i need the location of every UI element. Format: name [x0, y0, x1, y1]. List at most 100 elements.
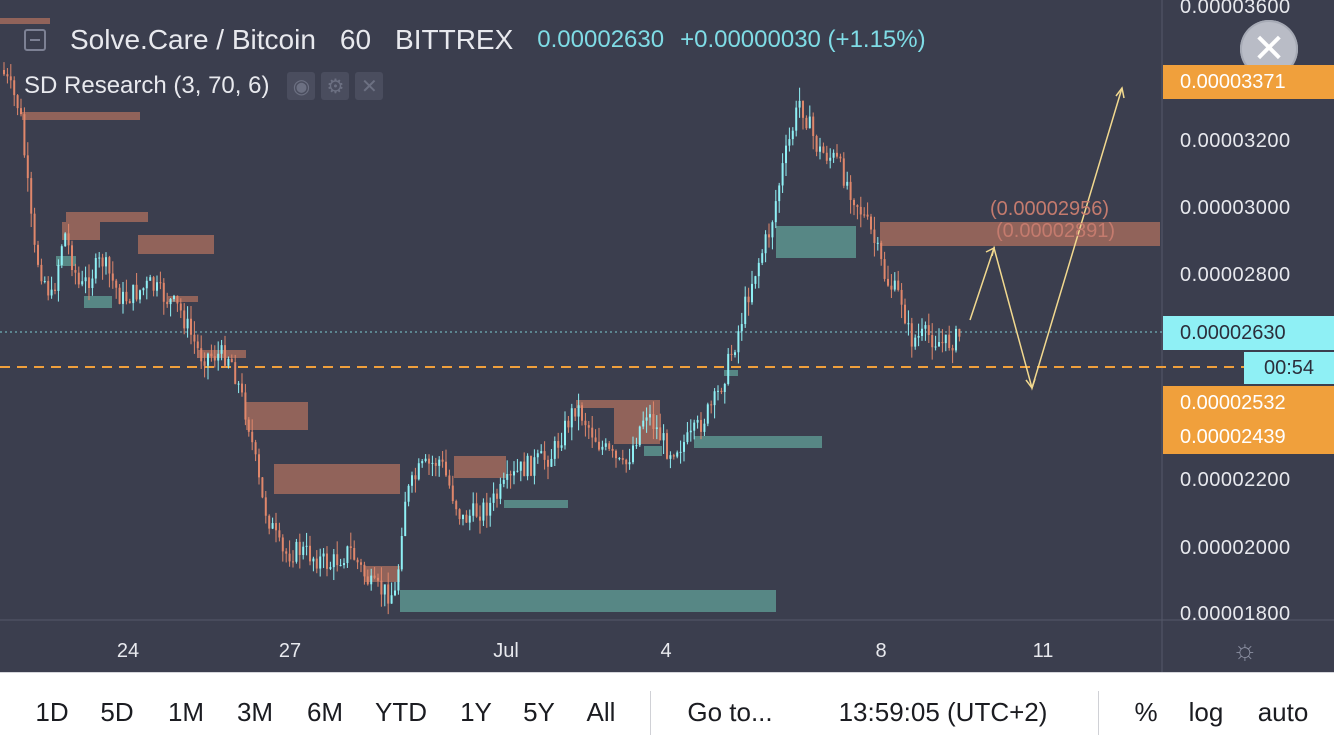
candle-body	[927, 325, 930, 336]
candle-body	[815, 136, 818, 152]
candle-body	[142, 288, 145, 291]
candle-body	[489, 502, 492, 516]
log-toggle[interactable]: log	[1188, 697, 1224, 727]
candle-body	[115, 280, 118, 288]
candle-body	[77, 272, 80, 285]
candle-body	[251, 431, 254, 443]
candle-body	[649, 414, 651, 418]
candle-body	[700, 419, 702, 432]
range-3m[interactable]: 3M	[236, 697, 274, 727]
clock-timezone[interactable]: 13:59:05 (UTC+2)	[838, 697, 1048, 727]
candle-body	[71, 245, 73, 271]
candle-body	[832, 152, 835, 158]
candle-body	[540, 451, 543, 454]
candle-body	[727, 353, 730, 384]
candle-body	[737, 331, 740, 353]
candle-body	[462, 514, 464, 520]
candle-body	[706, 404, 709, 424]
resistance-price-tag: 0.00003371	[1163, 65, 1334, 99]
candle-body	[822, 146, 825, 153]
auto-toggle[interactable]: auto	[1257, 697, 1309, 727]
candle-body	[492, 493, 495, 503]
candle-body	[744, 296, 747, 325]
candle-body	[601, 446, 604, 450]
candle-body	[778, 185, 781, 202]
zone-label-lower: (0.00002891)	[996, 220, 1115, 242]
candle-body	[890, 285, 893, 290]
candle-body	[931, 335, 934, 348]
candle-body	[186, 318, 189, 329]
candle-body	[771, 222, 774, 238]
candle-body	[635, 445, 638, 447]
candle-body	[421, 461, 424, 464]
candle-body	[387, 584, 390, 604]
interval[interactable]: 60	[339, 24, 372, 55]
candle-body	[455, 501, 458, 510]
collapse-icon[interactable]	[24, 29, 46, 51]
supply-zone	[66, 212, 148, 222]
candle-body	[234, 362, 237, 384]
chart-settings-icon[interactable]: ☼	[1232, 634, 1258, 665]
support-price-tag-1: 0.00002532	[1163, 386, 1334, 420]
supply-zone	[246, 402, 308, 430]
candle-body	[57, 264, 60, 291]
demand-zone	[776, 226, 856, 258]
price-chart[interactable]	[0, 0, 1334, 672]
candle-body	[944, 334, 947, 344]
candle-body	[812, 116, 815, 137]
projection-arrowhead	[1025, 378, 1036, 390]
candle-body	[176, 295, 179, 304]
candle-body	[662, 433, 665, 441]
candle-body	[764, 234, 767, 254]
range-5d[interactable]: 5D	[100, 697, 134, 727]
demand-zone	[694, 436, 822, 448]
candle-body	[543, 451, 546, 460]
candle-body	[98, 257, 101, 259]
candle-body	[162, 282, 165, 302]
range-6m[interactable]: 6M	[306, 697, 344, 727]
y-tick: 0.00002000	[1180, 537, 1291, 559]
candle-body	[846, 181, 849, 186]
candle-body	[346, 546, 349, 564]
candle-body	[336, 554, 339, 566]
candle-body	[853, 199, 855, 206]
toolbar-divider	[650, 691, 651, 735]
candle-body	[951, 348, 954, 351]
range-1m[interactable]: 1M	[167, 697, 205, 727]
candle-body	[431, 462, 434, 464]
candle-body	[740, 324, 743, 332]
range-ytd[interactable]: YTD	[375, 697, 427, 727]
supply-zone	[364, 566, 400, 582]
gear-icon[interactable]: ⚙	[321, 72, 350, 100]
candle-body	[703, 423, 706, 432]
range-all[interactable]: All	[586, 697, 616, 727]
goto-button[interactable]: Go to...	[687, 697, 773, 727]
candle-body	[900, 289, 903, 305]
x-tick: 24	[116, 640, 140, 662]
candle-body	[863, 214, 866, 216]
candle-body	[941, 342, 944, 344]
candle-body	[924, 325, 927, 329]
indicator-label[interactable]: SD Research (3, 70, 6)	[24, 72, 270, 99]
symbol-name[interactable]: Solve.Care / Bitcoin	[70, 24, 316, 55]
chart-area[interactable]: Solve.Care / Bitcoin 60 BITTREX 0.000026…	[0, 0, 1334, 672]
range-1d[interactable]: 1D	[35, 697, 69, 727]
eye-icon[interactable]: ◉	[287, 72, 316, 100]
candle-body	[564, 420, 566, 446]
candle-body	[523, 461, 526, 477]
candle-body	[309, 545, 311, 562]
candle-body	[717, 390, 719, 392]
candle-body	[417, 463, 420, 480]
range-5y[interactable]: 5Y	[523, 697, 555, 727]
candle-body	[159, 282, 162, 284]
candle-body	[696, 419, 699, 423]
toolbar-divider	[1098, 691, 1099, 735]
candle-body	[411, 475, 413, 486]
close-icon[interactable]: ✕	[355, 72, 384, 100]
candle-body	[448, 475, 451, 486]
range-1y[interactable]: 1Y	[460, 697, 492, 727]
candle-body	[910, 323, 913, 347]
candle-body	[638, 426, 641, 446]
supply-zone	[614, 408, 660, 444]
percent-toggle[interactable]: %	[1134, 697, 1158, 727]
